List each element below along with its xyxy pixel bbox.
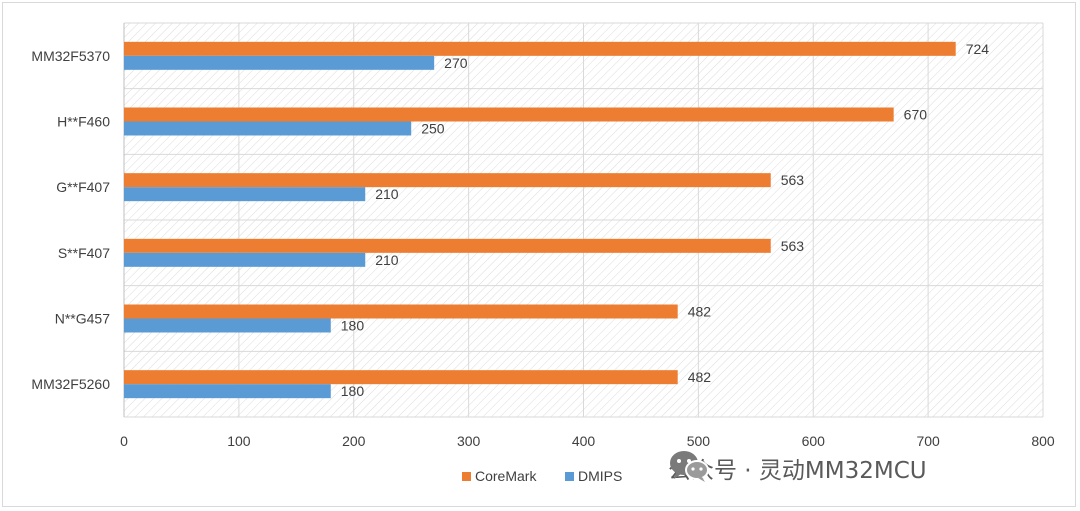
x-tick-label: 300 <box>457 433 481 449</box>
wechat-icon <box>670 451 709 482</box>
data-label: 563 <box>781 172 805 188</box>
watermark-text: 公众号 · 灵动MM32MCU <box>668 458 927 484</box>
x-tick-label: 400 <box>572 433 596 449</box>
data-label: 724 <box>966 41 990 57</box>
legend: CoreMark DMIPS <box>462 468 622 484</box>
x-tick-label: 100 <box>227 433 251 449</box>
data-label: 670 <box>904 107 928 123</box>
bar-dmips <box>124 252 366 267</box>
bar-coremark <box>124 173 771 188</box>
category-label: S**F407 <box>58 245 110 261</box>
data-label: 250 <box>421 121 445 137</box>
bar-dmips <box>124 121 412 136</box>
category-label: N**G457 <box>55 311 110 327</box>
bars <box>124 41 956 399</box>
data-labels: 724 270 670 250 563 210 563 210 482 180 482 180 <box>341 41 989 399</box>
bar-dmips <box>124 55 435 70</box>
bar-coremark <box>124 41 956 56</box>
bar-dmips <box>124 384 331 399</box>
data-label: 180 <box>341 318 365 334</box>
data-label: 210 <box>375 186 399 202</box>
data-label: 210 <box>375 252 399 268</box>
legend-label: CoreMark <box>475 468 537 484</box>
bar-dmips <box>124 318 331 333</box>
bar-coremark <box>124 107 894 122</box>
category-label: MM32F5260 <box>31 376 110 392</box>
category-label: MM32F5370 <box>31 48 110 64</box>
x-tick-label: 800 <box>1031 433 1055 449</box>
data-label: 563 <box>781 238 805 254</box>
bar-coremark <box>124 370 678 385</box>
data-label: 482 <box>688 304 712 320</box>
category-label: G**F407 <box>56 179 110 195</box>
x-tick-label: 0 <box>120 433 128 449</box>
x-tick-labels: 0 100 200 300 400 500 600 700 800 <box>120 433 1055 449</box>
bar-dmips <box>124 187 366 202</box>
bar-coremark <box>124 304 678 319</box>
gridlines <box>123 22 1044 418</box>
data-label: 180 <box>341 383 365 399</box>
x-tick-label: 600 <box>802 433 826 449</box>
category-label: H**F460 <box>57 114 110 130</box>
legend-item-dmips: DMIPS <box>565 468 622 484</box>
legend-swatch <box>565 472 574 481</box>
legend-label: DMIPS <box>578 468 622 484</box>
legend-swatch <box>462 472 471 481</box>
watermark: 公众号 · 灵动MM32MCU <box>668 448 927 488</box>
x-tick-label: 200 <box>342 433 366 449</box>
data-label: 270 <box>444 55 468 71</box>
legend-item-coremark: CoreMark <box>462 468 537 484</box>
x-tick-label: 700 <box>916 433 940 449</box>
category-labels: MM32F5370 H**F460 G**F407 S**F407 N**G457 MM3… <box>31 48 110 392</box>
bar-coremark <box>124 238 771 253</box>
data-label: 482 <box>688 369 712 385</box>
x-tick-label: 500 <box>687 433 711 449</box>
